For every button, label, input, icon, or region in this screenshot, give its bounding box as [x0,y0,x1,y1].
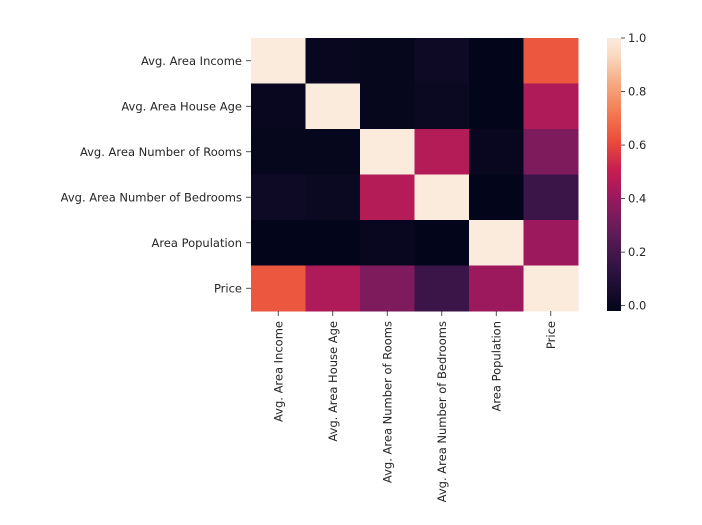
heatmap-cell [305,38,361,84]
heatmap-cell [360,129,415,175]
x-tick-label: Avg. Area Income [271,321,285,422]
heatmap-cell [251,220,306,266]
heatmap-cell [523,129,579,175]
x-tick-label: Area Population [489,321,503,412]
y-tick-labels: Avg. Area Income Avg. Area House Age Avg. … [61,54,251,295]
heatmap-cell [414,174,470,221]
heatmap-cell [523,220,579,266]
heatmap-cell [305,129,361,175]
x-tick-label: Price [544,321,558,349]
heatmap-cell [469,83,524,130]
y-tick-label: Avg. Area Income [141,54,242,68]
colorbar-gradient [607,38,621,311]
heatmap-cell [523,174,579,221]
x-tick-label: Avg. Area Number of Rooms [380,321,394,483]
heatmap-cell [305,174,361,221]
heatmap-cell [523,83,579,130]
colorbar: 0.0 0.2 0.4 0.6 0.8 1.0 [607,31,646,313]
heatmap-cell [360,38,415,84]
heatmap-cells [251,38,579,312]
colorbar-tick-label: 0.4 [628,192,646,206]
y-tick-label: Avg. Area Number of Rooms [80,145,242,159]
colorbar-tick-label: 1.0 [628,31,646,45]
x-tick-labels: Avg. Area Income Avg. Area House Age Avg. … [271,311,558,502]
y-tick-label: Area Population [151,236,242,250]
x-tick-label: Avg. Area House Age [326,321,340,442]
heatmap-cell [523,38,579,84]
heatmap-cell [251,265,306,312]
y-tick-label: Avg. Area House Age [121,99,242,113]
heatmap-cell [360,265,415,312]
y-tick-label: Avg. Area Number of Bedrooms [61,190,242,204]
heatmap-cell [469,174,524,221]
heatmap-cell [414,129,470,175]
y-tick-label: Price [214,281,242,295]
heatmap-cell [251,174,306,221]
colorbar-tick-label: 0.6 [628,138,646,152]
heatmap-cell [469,220,524,266]
heatmap-cell [360,220,415,266]
heatmap-cell [305,220,361,266]
heatmap-cell [414,220,470,266]
heatmap-cell [469,265,524,312]
heatmap-cell [469,38,524,84]
colorbar-tick-label: 0.8 [628,85,646,99]
heatmap-cell [414,265,470,312]
heatmap-cell [414,83,470,130]
heatmap-cell [305,83,361,130]
heatmap-cell [251,83,306,130]
heatmap-cell [469,129,524,175]
heatmap-cell [251,38,306,84]
heatmap-cell [251,129,306,175]
colorbar-tick-label: 0.0 [628,299,646,313]
x-tick-label: Avg. Area Number of Bedrooms [435,321,449,502]
heatmap-cell [305,265,361,312]
heatmap-cell [523,265,579,312]
colorbar-tick-label: 0.2 [628,245,646,259]
heatmap-cell [360,83,415,130]
heatmap-cell [414,38,470,84]
heatmap-cell [360,174,415,221]
